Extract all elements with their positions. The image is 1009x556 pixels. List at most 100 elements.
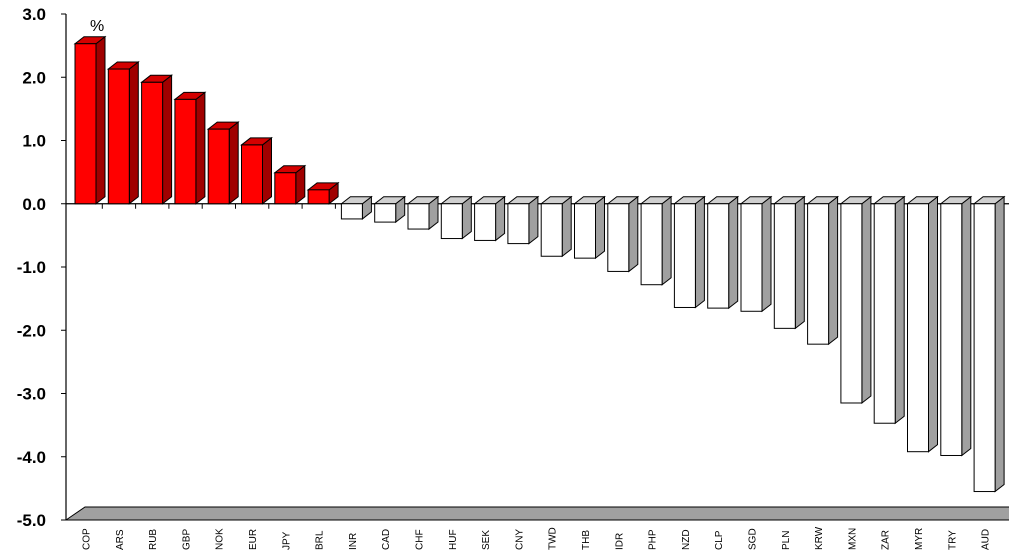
bar-front (607, 203, 630, 272)
bar-ars (106, 61, 140, 205)
bar-front (773, 203, 796, 329)
bar-side (228, 121, 239, 205)
y-tick-labels: 3.0 2.0 1.0 0.0 -1.0 -2.0 -3.0 -4.0 -5.0 (17, 5, 46, 530)
bar-zar (872, 195, 906, 425)
bar-pln (772, 195, 806, 330)
x-tick-label: ZAR (881, 530, 892, 550)
bar-front (540, 203, 563, 257)
bar-php (639, 195, 673, 286)
bar-front (907, 203, 929, 453)
bar-aud (972, 195, 1006, 493)
x-tick-label: NZD (681, 529, 692, 550)
x-tick-label: TRY (947, 530, 958, 550)
bar-jpy (273, 164, 307, 205)
bar-front (640, 203, 663, 286)
bar-side (595, 195, 605, 260)
bar-gbp (173, 91, 207, 205)
bar-side (928, 195, 938, 453)
bar-side (628, 195, 639, 273)
bar-front (207, 128, 230, 205)
x-tick-labels: COP ARS RUB GBP NOK EUR JPY BRL INR CAD CHF HUF SEK C… (82, 526, 992, 550)
bar-sgd (739, 195, 773, 313)
bar-front (840, 203, 863, 404)
bar-front (574, 203, 596, 259)
bar-front (807, 203, 830, 345)
bar-side (561, 195, 572, 258)
bar-side (195, 91, 206, 205)
bar-myr (906, 195, 939, 453)
x-tick-label: JPY (281, 531, 292, 550)
x-tick-label: CNY (514, 529, 525, 550)
bar-front (307, 189, 330, 205)
bar-front (673, 203, 696, 308)
y-tick-label: 1.0 (22, 132, 46, 151)
bar-front (340, 203, 363, 220)
bar-side (694, 195, 705, 309)
bar-front (141, 81, 164, 205)
bar-rub (140, 74, 174, 205)
bar-nok (206, 121, 240, 205)
bar-try (939, 195, 973, 457)
bar-nzd (672, 195, 706, 309)
chart-floor (64, 506, 1009, 521)
y-tick-label: -5.0 (17, 511, 46, 530)
bar-cop (73, 35, 107, 205)
x-tick-label: CAD (381, 529, 392, 550)
bar-clp (706, 195, 740, 310)
bar-side (728, 195, 739, 310)
bar-side (894, 195, 905, 425)
x-tick-label: CLP (714, 530, 725, 550)
bar-thb (573, 195, 606, 260)
y-tick-label: 2.0 (22, 68, 46, 87)
bar-cny (506, 195, 540, 245)
x-tick-label: SGD (748, 528, 759, 550)
bar-twd (539, 195, 573, 258)
x-tick-label: MXN (847, 528, 858, 550)
bar-front (474, 203, 497, 241)
bar-brl (306, 181, 340, 205)
bar-front (973, 203, 996, 493)
bar-inr (339, 195, 373, 220)
x-tick-label: INR (348, 533, 359, 550)
y-tick-label: 3.0 (22, 5, 46, 24)
y-tick-label: -1.0 (17, 258, 46, 277)
bar-side (262, 136, 272, 205)
x-tick-label: THB (581, 530, 592, 550)
bar-side (95, 35, 106, 205)
bar-front (507, 203, 530, 245)
bar-side (828, 195, 839, 346)
bar-side (861, 195, 872, 405)
bar-eur (240, 136, 273, 205)
x-tick-label: PHP (648, 529, 659, 550)
x-tick-label: ARS (115, 529, 126, 550)
bar-front (74, 43, 97, 205)
bar-front (940, 203, 963, 456)
bar-chf (406, 195, 440, 231)
x-tick-label: AUD (981, 529, 992, 550)
bar-krw (806, 195, 840, 346)
bar-front (174, 98, 197, 205)
x-tick-label: BRL (315, 530, 326, 550)
x-tick-label: GBP (181, 529, 192, 550)
bar-side (761, 195, 772, 313)
x-tick-label: KRW (814, 526, 825, 550)
bar-side (128, 61, 139, 205)
x-tick-label: EUR (248, 529, 259, 550)
x-tick-label: IDR (614, 533, 625, 550)
bar-huf (439, 195, 473, 240)
bar-side (994, 195, 1005, 493)
bar-front (707, 203, 730, 309)
bar-cad (373, 195, 407, 224)
x-tick-label: NOK (215, 528, 226, 550)
bar-side (162, 74, 173, 205)
x-tick-label: PLN (781, 531, 792, 550)
x-tick-label: RUB (148, 529, 159, 550)
x-tick-label: COP (82, 528, 93, 550)
bar-front (873, 203, 896, 424)
bar-front (407, 203, 430, 230)
y-tick-label: -2.0 (17, 321, 46, 340)
y-tick-label: 0.0 (22, 195, 46, 214)
floor-slab (64, 506, 1009, 521)
bar-front (241, 144, 263, 205)
